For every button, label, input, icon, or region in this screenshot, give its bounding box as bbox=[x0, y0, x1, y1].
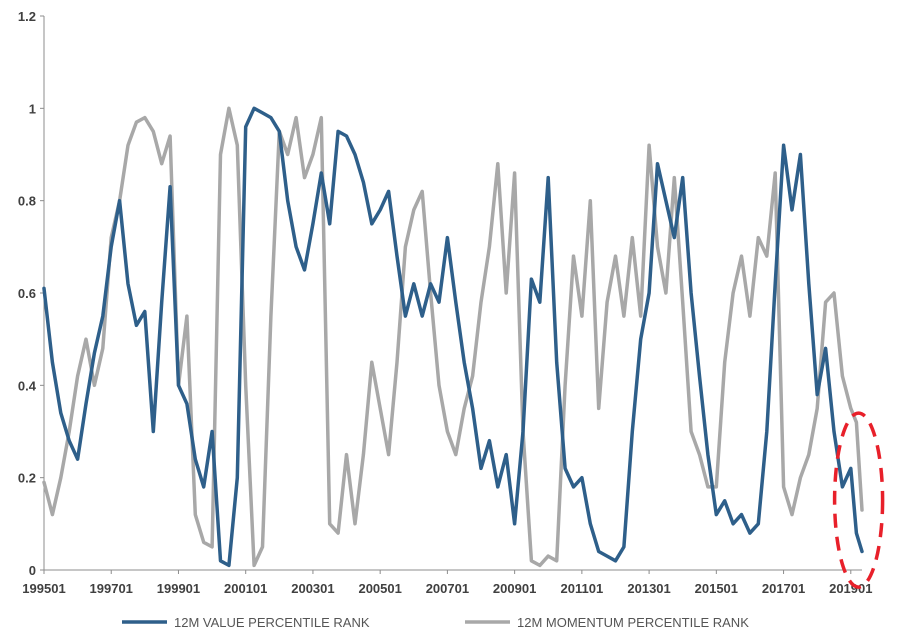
x-tick-label: 200501 bbox=[358, 581, 401, 596]
x-tick-label: 201701 bbox=[762, 581, 805, 596]
x-tick-label: 201901 bbox=[829, 581, 872, 596]
x-tick-label: 199501 bbox=[22, 581, 65, 596]
x-tick-label: 201101 bbox=[561, 581, 604, 596]
x-tick-label: 200701 bbox=[426, 581, 469, 596]
x-tick-label: 200101 bbox=[224, 581, 267, 596]
highlight-ellipse bbox=[832, 411, 885, 589]
legend-momentum-label: 12M MOMENTUM PERCENTILE RANK bbox=[517, 615, 749, 630]
annotation-layer bbox=[832, 411, 885, 589]
x-tick-label: 201301 bbox=[627, 581, 670, 596]
x-tick-label: 201501 bbox=[695, 581, 738, 596]
y-tick-label: 0.4 bbox=[18, 378, 37, 393]
y-tick-label: 0.6 bbox=[18, 286, 36, 301]
series-layer bbox=[42, 106, 864, 568]
y-tick-label: 0 bbox=[29, 563, 36, 578]
y-tick-label: 1.2 bbox=[18, 9, 36, 24]
y-tick-label: 0.8 bbox=[18, 194, 36, 209]
x-axis-ticks: 199501 199701 199901 200101 200301 200501 2007… bbox=[22, 570, 872, 596]
y-axis-ticks: 0 0.2 0.4 0.6 0.8 1 1.2 bbox=[18, 9, 44, 578]
value-series-line bbox=[42, 106, 864, 568]
chart-legend: 12M VALUE PERCENTILE RANK 12M MOMENTUM PE… bbox=[122, 615, 749, 630]
x-tick-label: 199701 bbox=[90, 581, 133, 596]
x-tick-label: 199901 bbox=[157, 581, 200, 596]
x-tick-label: 200901 bbox=[493, 581, 536, 596]
legend-value-label: 12M VALUE PERCENTILE RANK bbox=[174, 615, 370, 630]
y-tick-label: 1 bbox=[29, 101, 36, 116]
momentum-series-line bbox=[42, 106, 864, 568]
y-tick-label: 0.2 bbox=[18, 471, 36, 486]
x-tick-label: 200301 bbox=[291, 581, 334, 596]
